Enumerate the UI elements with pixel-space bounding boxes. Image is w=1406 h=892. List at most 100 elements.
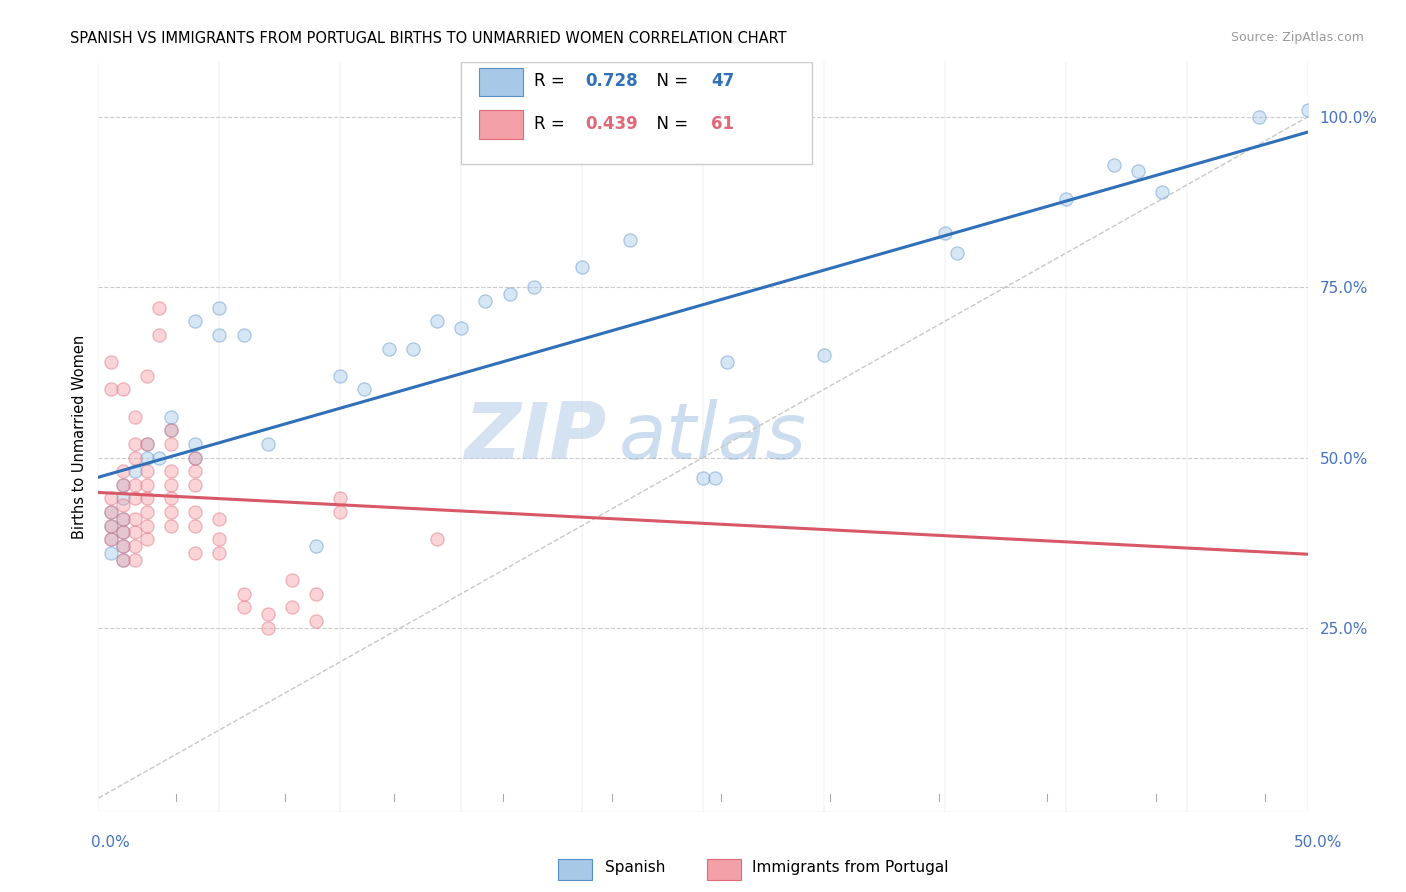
- Point: [111, 498, 134, 512]
- Point: [100, 533, 122, 547]
- Point: [111, 525, 134, 540]
- Point: [692, 471, 714, 485]
- Point: [619, 233, 641, 247]
- Point: [100, 518, 122, 533]
- Point: [184, 464, 207, 478]
- Point: [184, 450, 207, 465]
- Point: [232, 327, 254, 342]
- Point: [329, 368, 352, 383]
- Point: [208, 546, 231, 560]
- Point: [124, 552, 146, 566]
- Point: [111, 539, 134, 553]
- Point: [160, 423, 183, 437]
- Point: [100, 505, 122, 519]
- Point: [124, 409, 146, 424]
- Point: [135, 437, 157, 451]
- Point: [208, 327, 231, 342]
- Point: [498, 287, 520, 301]
- Point: [111, 464, 134, 478]
- Point: [100, 383, 122, 397]
- Point: [124, 437, 146, 451]
- Point: [329, 491, 352, 506]
- Point: [402, 342, 425, 356]
- Point: [1054, 192, 1077, 206]
- Point: [111, 512, 134, 526]
- Point: [111, 552, 134, 566]
- Point: [281, 573, 304, 587]
- Point: [281, 600, 304, 615]
- Text: R =: R =: [534, 115, 569, 133]
- Point: [111, 383, 134, 397]
- Point: [934, 226, 956, 240]
- Point: [124, 464, 146, 478]
- Text: atlas: atlas: [619, 399, 806, 475]
- Point: [450, 321, 472, 335]
- Point: [377, 342, 399, 356]
- Point: [135, 464, 157, 478]
- Point: [135, 518, 157, 533]
- Point: [426, 314, 449, 328]
- Point: [160, 464, 183, 478]
- Point: [160, 409, 183, 424]
- Point: [1102, 158, 1125, 172]
- Point: [426, 533, 449, 547]
- Point: [160, 518, 183, 533]
- Point: [124, 539, 146, 553]
- Point: [160, 505, 183, 519]
- Text: 0.728: 0.728: [586, 72, 638, 90]
- Point: [111, 491, 134, 506]
- Point: [100, 491, 122, 506]
- Text: 0.0%: 0.0%: [91, 836, 131, 850]
- Point: [160, 437, 183, 451]
- Point: [135, 437, 157, 451]
- Point: [160, 491, 183, 506]
- FancyBboxPatch shape: [461, 62, 811, 163]
- Point: [474, 137, 496, 152]
- Point: [100, 518, 122, 533]
- Point: [148, 301, 170, 315]
- Text: Immigrants from Portugal: Immigrants from Portugal: [752, 860, 949, 874]
- Point: [111, 525, 134, 540]
- Point: [111, 477, 134, 491]
- Text: 47: 47: [711, 72, 735, 90]
- Point: [100, 546, 122, 560]
- Point: [124, 477, 146, 491]
- Point: [704, 471, 727, 485]
- Text: 0.439: 0.439: [586, 115, 638, 133]
- Point: [148, 327, 170, 342]
- Point: [184, 505, 207, 519]
- Text: Source: ZipAtlas.com: Source: ZipAtlas.com: [1230, 31, 1364, 45]
- Y-axis label: Births to Unmarried Women: Births to Unmarried Women: [72, 335, 87, 539]
- Point: [148, 450, 170, 465]
- Point: [100, 355, 122, 369]
- Point: [135, 491, 157, 506]
- Point: [232, 600, 254, 615]
- Text: SPANISH VS IMMIGRANTS FROM PORTUGAL BIRTHS TO UNMARRIED WOMEN CORRELATION CHART: SPANISH VS IMMIGRANTS FROM PORTUGAL BIRT…: [70, 31, 787, 46]
- Point: [946, 246, 969, 260]
- Point: [135, 368, 157, 383]
- Text: R =: R =: [534, 72, 569, 90]
- Point: [135, 450, 157, 465]
- Point: [111, 512, 134, 526]
- Point: [1128, 164, 1150, 178]
- Point: [100, 533, 122, 547]
- Point: [474, 293, 496, 308]
- Point: [208, 301, 231, 315]
- Point: [1249, 110, 1271, 124]
- Point: [716, 355, 738, 369]
- Point: [184, 477, 207, 491]
- Point: [124, 525, 146, 540]
- Text: 50.0%: 50.0%: [1295, 836, 1343, 850]
- Point: [232, 587, 254, 601]
- Text: ZIP: ZIP: [464, 399, 606, 475]
- Point: [111, 539, 134, 553]
- Point: [135, 533, 157, 547]
- Point: [813, 348, 835, 362]
- Point: [135, 477, 157, 491]
- Point: [124, 512, 146, 526]
- Text: 61: 61: [711, 115, 734, 133]
- Point: [256, 437, 278, 451]
- Text: Spanish: Spanish: [605, 860, 665, 874]
- Point: [111, 552, 134, 566]
- Point: [256, 621, 278, 635]
